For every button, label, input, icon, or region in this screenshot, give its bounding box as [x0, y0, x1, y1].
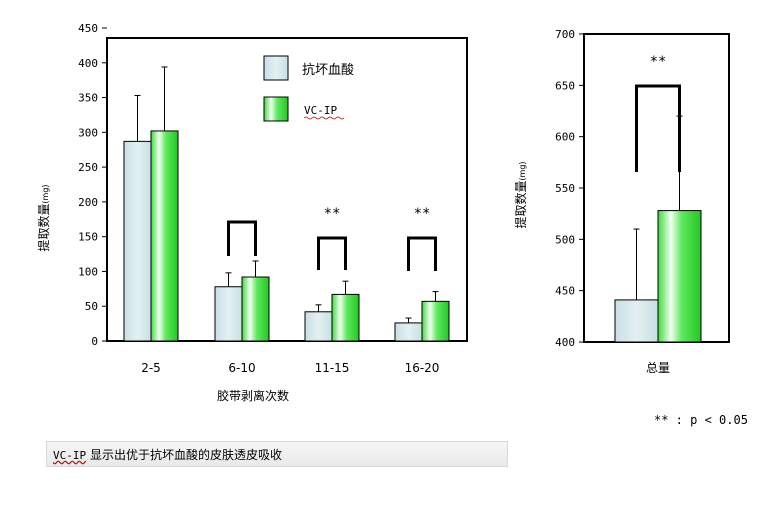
right-significance: ** — [635, 54, 681, 172]
bar-vcip — [421, 300, 450, 342]
y-tick-label: 250 — [78, 161, 98, 174]
bar-ascorbic — [614, 299, 659, 343]
x-tick-label: 6-10 — [228, 361, 255, 375]
y-tick-label: 350 — [78, 92, 98, 105]
y-tick-label: 450 — [78, 22, 98, 35]
significance-mark: ** — [414, 206, 431, 222]
left-significance: ** ** — [227, 206, 437, 271]
significance-bracket — [407, 236, 437, 271]
right-y-ticks: 400 450 500 550 600 650 700 — [555, 28, 584, 349]
y-tick-label: 100 — [78, 265, 98, 278]
significance-bracket — [635, 84, 681, 172]
bar-ascorbic — [394, 322, 423, 342]
y-tick-label: 150 — [78, 231, 98, 244]
y-tick-label: 650 — [555, 79, 575, 92]
bar-ascorbic — [123, 140, 152, 342]
x-tick-label: 总量 — [646, 361, 670, 375]
legend-swatch-ascorbic — [263, 55, 289, 81]
y-tick-label: 700 — [555, 28, 575, 41]
y-tick-label: 50 — [85, 300, 98, 313]
y-tick-label: 450 — [555, 285, 575, 298]
x-tick-label: 16-20 — [405, 361, 440, 375]
caption-text: 显示出优于抗坏血酸的皮肤透皮吸收 — [86, 448, 282, 462]
right-plot-frame — [583, 33, 730, 343]
y-tick-label: 600 — [555, 131, 575, 144]
right-x-ticks: 总量 — [646, 361, 670, 375]
significance-bracket — [227, 220, 257, 256]
significance-mark: ** — [650, 54, 667, 70]
left-plot-frame — [106, 37, 468, 342]
bar-vcip — [241, 276, 270, 342]
significance-mark: ** — [324, 206, 341, 222]
bar-vcip — [657, 210, 702, 343]
legend-label-ascorbic: 抗坏血酸 — [302, 63, 354, 78]
legend: 抗坏血酸 VC-IP — [263, 55, 354, 122]
bar-vcip — [331, 293, 360, 342]
y-tick-label: 300 — [78, 126, 98, 139]
left-y-ticks: 0 50 100 150 200 250 300 350 400 450 — [78, 22, 107, 348]
caption-banner: VC-IP 显示出优于抗坏血酸的皮肤透皮吸收 — [46, 441, 508, 467]
right-panel: 400 450 500 550 600 650 700 总量 ** 提取数量(mg) — [513, 28, 730, 375]
y-tick-label: 550 — [555, 182, 575, 195]
bar-ascorbic — [304, 311, 333, 342]
left-bars — [123, 66, 450, 342]
y-tick-label: 400 — [78, 57, 98, 70]
bar-ascorbic — [214, 286, 243, 342]
x-tick-label: 11-15 — [315, 361, 350, 375]
legend-swatch-vcip — [263, 96, 289, 122]
legend-label-vcip: VC-IP — [304, 104, 337, 117]
left-y-axis-label: 提取数量(mg) — [36, 184, 51, 251]
left-x-axis-label: 胶带剥离次数 — [217, 388, 289, 403]
y-tick-label: 200 — [78, 196, 98, 209]
x-tick-label: 2-5 — [141, 361, 161, 375]
caption-lead: VC-IP — [53, 449, 87, 462]
left-x-ticks: 2-5 6-10 11-15 16-20 — [141, 361, 439, 375]
left-panel: 0 50 100 150 200 250 300 350 400 450 2-5 6-10 11-15… — [36, 22, 468, 403]
right-y-axis-label: 提取数量(mg) — [513, 161, 528, 228]
y-tick-label: 500 — [555, 233, 575, 246]
y-tick-label: 400 — [555, 336, 575, 349]
significance-bracket — [317, 236, 347, 270]
significance-footnote: ** : p < 0.05 — [654, 413, 748, 427]
bar-vcip — [150, 130, 179, 342]
right-bars — [614, 115, 702, 343]
y-tick-label: 0 — [91, 335, 98, 348]
